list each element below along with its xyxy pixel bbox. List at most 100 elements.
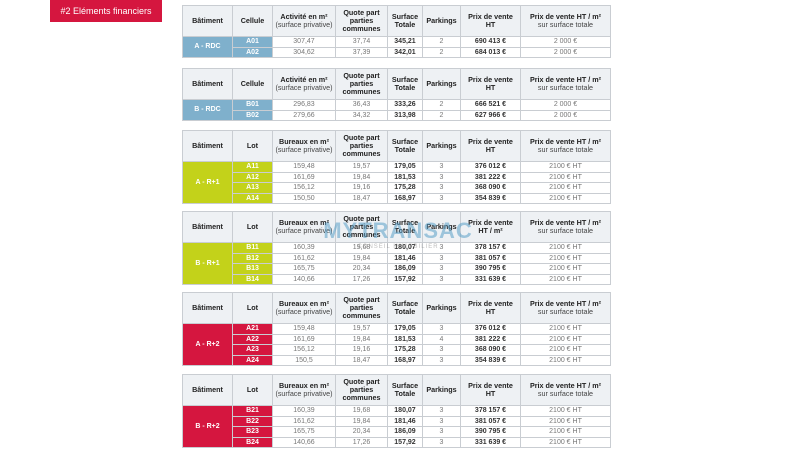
header-text: communes [342, 24, 381, 33]
header-text: parties [349, 385, 374, 394]
header-text: Prix de vente HT / m² [529, 381, 602, 390]
header-row: Bâtiment Lot Bureaux en m² (surface privati… [182, 374, 611, 406]
value-cell: 2100 € HT [520, 161, 611, 173]
building-cell: A - R+1 [182, 161, 233, 204]
lot-cell: B11 [232, 242, 273, 254]
value-cell: 180,07 [387, 405, 423, 417]
header-note: sur surface totale [537, 226, 594, 235]
value-cell: 381 222 € [460, 171, 521, 183]
table-head: Bâtiment Lot Bureaux en m² (surface privati… [182, 292, 611, 324]
value-cell: 18,47 [335, 192, 388, 204]
header-cell: Surface Totale [387, 130, 423, 162]
value-cell: 331 639 € [460, 273, 521, 285]
value-cell: 2100 € HT [520, 242, 611, 254]
value-cell: 17,26 [335, 436, 388, 448]
value-cell: 18,47 [335, 354, 388, 366]
value-cell: 3 [422, 242, 461, 254]
table-body: A - R+2 A21 159,48 19,57 179,05 3 376 012 €210… [182, 323, 611, 366]
value-cell: 161,69 [272, 171, 336, 183]
header-cell: Prix de vente HT [460, 68, 521, 100]
lot-cell: B21 [232, 405, 273, 417]
value-cell: 313,98 [387, 109, 423, 121]
header-text: Prix de vente [468, 381, 513, 390]
header-cell: Surface Totale [387, 68, 423, 100]
header-text: Parkings [426, 222, 457, 231]
value-cell: 3 [422, 415, 461, 427]
header-text: HT [485, 389, 496, 398]
header-text: parties [349, 79, 374, 88]
lot-cell: B24 [232, 436, 273, 448]
header-note: (surface privative) [275, 20, 333, 29]
header-cell: Quote part parties communes [335, 374, 388, 406]
header-cell: Surface Totale [387, 5, 423, 37]
section-tag: #2 Eléments financiers [50, 0, 162, 22]
table-body: B - RDC B01 296,83 36,43 333,26 2 666 521 €2 0… [182, 99, 611, 121]
value-cell: 2100 € HT [520, 333, 611, 345]
value-cell: 390 795 € [460, 426, 521, 438]
data-row: A24 150,5 18,47 168,97 3 354 839 €2100 € HT [183, 354, 611, 366]
header-text: Cellule [240, 16, 265, 25]
header-note: sur surface totale [537, 389, 594, 398]
value-cell: 181,46 [387, 252, 423, 264]
value-cell: 175,28 [387, 182, 423, 194]
table-head: Bâtiment Lot Bureaux en m² (surface privati… [182, 211, 611, 243]
lot-cell: A21 [232, 323, 273, 335]
value-cell: 3 [422, 354, 461, 366]
header-cell: Prix de vente HT [460, 292, 521, 324]
header-note: (surface privative) [275, 83, 333, 92]
data-row: B14 140,66 17,26 157,92 3 331 639 €2100 € HT [183, 273, 611, 285]
lot-cell: B12 [232, 252, 273, 264]
value-cell: 19,16 [335, 182, 388, 194]
value-cell: 19,84 [335, 252, 388, 264]
value-cell: 666 521 € [460, 99, 521, 111]
value-cell: 381 057 € [460, 415, 521, 427]
value-cell: 140,66 [272, 273, 336, 285]
header-note: sur surface totale [537, 307, 594, 316]
header-cell: Cellule [232, 5, 273, 37]
financial-table: Bâtiment Cellule Activité en m² (surface pr… [182, 68, 611, 121]
header-text: Lot [246, 222, 259, 231]
data-row: B - RDC B01 296,83 36,43 333,26 2 666 521 €2 0… [182, 99, 611, 121]
lot-cell: A23 [232, 344, 273, 356]
header-text: communes [342, 311, 381, 320]
value-cell: 179,05 [387, 323, 423, 335]
value-cell: 161,62 [272, 415, 336, 427]
header-text: Activité en m² [280, 12, 328, 21]
data-row: A - R+2 A21 159,48 19,57 179,05 3 376 012 €210… [182, 323, 611, 366]
header-cell: Surface Totale [387, 211, 423, 243]
header-cell: Cellule [232, 68, 273, 100]
header-note: (surface privative) [275, 307, 333, 316]
value-cell: 378 157 € [460, 242, 521, 254]
value-cell: 2 [422, 36, 461, 48]
header-text: Surface [391, 299, 419, 308]
header-text: Quote part [343, 295, 380, 304]
value-cell: 161,69 [272, 333, 336, 345]
value-cell: 3 [422, 273, 461, 285]
header-text: communes [342, 149, 381, 158]
table-body: B - R+1 B11 160,39 19,68 180,07 3 378 157 €210… [182, 242, 611, 285]
header-note: sur surface totale [537, 83, 594, 92]
data-row: A - RDC A01 307,47 37,74 345,21 2 690 413 €2 0… [182, 36, 611, 58]
data-row: A12 161,69 19,84 181,53 3 381 222 €2100 € HT [183, 171, 611, 183]
value-cell: 168,97 [387, 192, 423, 204]
header-text: parties [349, 303, 374, 312]
lot-cell: B13 [232, 263, 273, 275]
building-cell: A - RDC [182, 36, 233, 58]
value-cell: 304,62 [272, 46, 336, 58]
value-cell: 17,26 [335, 273, 388, 285]
header-text: Bureaux en m² [279, 218, 329, 227]
header-text: Totale [394, 145, 416, 154]
header-text: Quote part [343, 71, 380, 80]
building-cell: B - RDC [182, 99, 233, 121]
value-cell: 37,74 [335, 36, 388, 48]
value-cell: 368 090 € [460, 344, 521, 356]
header-text: Parkings [426, 385, 457, 394]
value-cell: 2 000 € [520, 99, 611, 111]
header-cell: Prix de vente HT [460, 5, 521, 37]
value-cell: 378 157 € [460, 405, 521, 417]
value-cell: 19,84 [335, 415, 388, 427]
lot-cell: B22 [232, 415, 273, 427]
header-text: HT [485, 307, 496, 316]
header-row: Bâtiment Cellule Activité en m² (surface pr… [182, 5, 611, 37]
